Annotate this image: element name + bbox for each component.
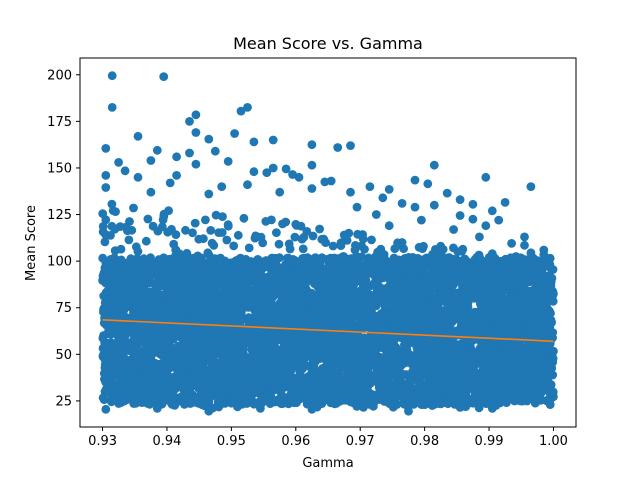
data-point — [357, 241, 366, 251]
data-point — [182, 248, 192, 258]
data-point — [308, 231, 318, 241]
data-point — [543, 314, 553, 324]
data-point — [206, 226, 216, 235]
data-point — [458, 305, 468, 315]
data-point — [138, 268, 148, 277]
data-point — [530, 373, 539, 382]
data-point — [124, 235, 134, 245]
data-point — [239, 213, 249, 223]
data-point — [291, 219, 301, 229]
data-point — [222, 235, 232, 245]
data-point — [244, 243, 254, 253]
data-point — [317, 234, 327, 244]
data-point — [465, 336, 474, 346]
data-point — [328, 241, 338, 251]
data-point — [367, 235, 376, 245]
data-point — [163, 227, 173, 237]
data-point — [214, 228, 224, 238]
data-point — [98, 209, 108, 219]
data-point — [456, 313, 466, 323]
data-point — [278, 219, 287, 229]
data-point — [290, 232, 300, 242]
data-point — [256, 232, 266, 242]
data-point — [209, 241, 219, 250]
data-point — [350, 245, 360, 255]
points-layer — [98, 71, 558, 416]
data-point — [181, 225, 190, 235]
data-point — [211, 210, 221, 220]
data-point — [299, 386, 309, 395]
data-point — [116, 244, 126, 254]
data-point — [190, 218, 200, 228]
data-point — [315, 224, 324, 234]
data-point — [298, 244, 308, 254]
data-point — [210, 361, 220, 371]
data-point — [100, 237, 110, 247]
data-point — [233, 230, 243, 240]
data-point — [111, 357, 121, 367]
data-point — [129, 203, 138, 213]
data-point — [528, 389, 537, 398]
data-point — [272, 228, 281, 238]
chart-title: Mean Score vs. Gamma — [233, 34, 423, 53]
data-point — [290, 256, 300, 265]
data-point — [289, 319, 299, 328]
data-point — [337, 373, 346, 383]
data-point — [143, 214, 153, 224]
data-point — [138, 255, 148, 265]
data-point — [229, 395, 239, 405]
data-point — [188, 228, 197, 238]
data-point — [110, 224, 120, 234]
data-point — [223, 220, 233, 230]
data-point — [318, 364, 327, 373]
data-point — [141, 236, 151, 246]
data-point — [182, 338, 191, 347]
data-point — [374, 382, 384, 391]
data-point — [267, 215, 276, 225]
